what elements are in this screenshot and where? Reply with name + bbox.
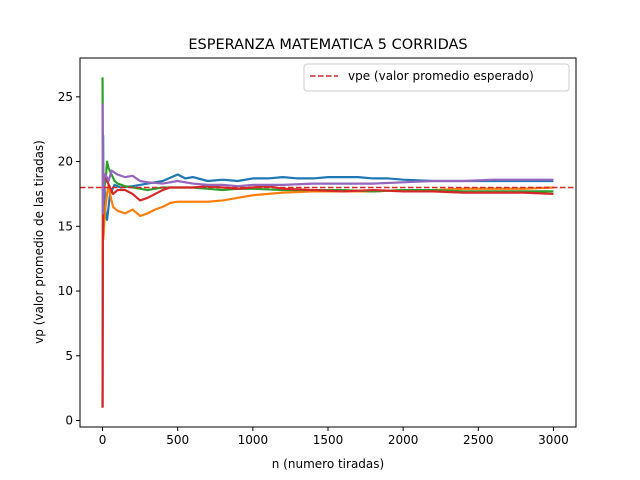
x-tick-label: 0 xyxy=(99,433,107,447)
chart-title: ESPERANZA MATEMATICA 5 CORRIDAS xyxy=(188,37,467,53)
x-tick-label: 1500 xyxy=(313,433,344,447)
x-tick-label: 500 xyxy=(166,433,189,447)
legend: vpe (valor promedio esperado) xyxy=(303,63,570,92)
y-tick-label: 15 xyxy=(58,219,73,233)
y-tick-label: 20 xyxy=(58,155,73,169)
legend-label: vpe (valor promedio esperado) xyxy=(348,69,534,83)
series-line-5 xyxy=(101,103,554,215)
y-tick-label: 5 xyxy=(65,349,73,363)
x-tick-label: 3000 xyxy=(538,433,569,447)
x-axis-ticks: 0 500 1000 1500 2000 2500 3000 xyxy=(99,427,569,447)
x-axis-label: n (numero tiradas) xyxy=(272,457,384,471)
y-tick-label: 25 xyxy=(58,90,73,104)
x-tick-label: 2000 xyxy=(388,433,419,447)
y-tick-label: 0 xyxy=(65,414,73,428)
y-axis-label: vp (valor promedio de las tiradas) xyxy=(32,140,46,344)
legend-box xyxy=(303,63,570,92)
x-tick-label: 1000 xyxy=(238,433,269,447)
x-tick-label: 2500 xyxy=(463,433,494,447)
y-axis-ticks: 0 5 10 15 20 25 xyxy=(58,90,80,428)
series-line-1 xyxy=(101,134,554,408)
y-tick-label: 10 xyxy=(58,284,73,298)
